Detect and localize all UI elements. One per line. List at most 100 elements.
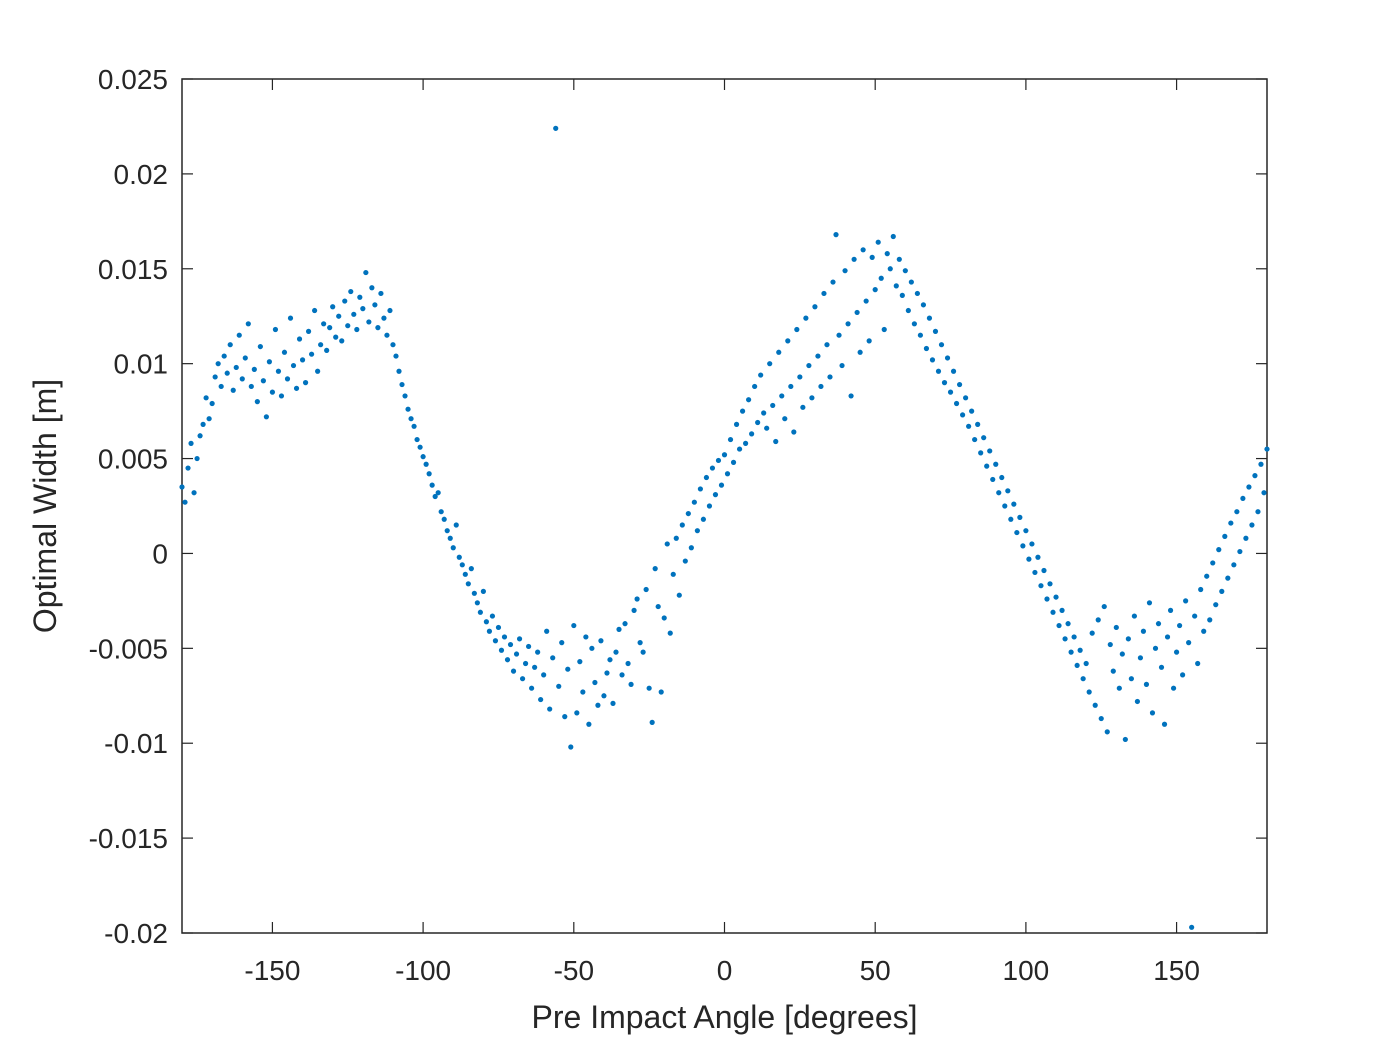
data-point: [794, 326, 800, 333]
data-point: [342, 298, 348, 304]
data-point: [622, 621, 628, 627]
data-point: [1207, 617, 1213, 623]
data-point: [836, 332, 842, 338]
data-point: [718, 482, 725, 488]
data-point: [1122, 736, 1128, 743]
data-point: [1134, 698, 1140, 705]
data-point: [830, 279, 836, 285]
data-point: [450, 545, 456, 551]
data-point: [815, 353, 821, 359]
data-point: [200, 421, 206, 427]
data-point: [1198, 586, 1204, 593]
y-tick-label: 0.025: [98, 64, 168, 95]
data-point: [920, 302, 927, 308]
data-point: [339, 338, 345, 344]
data-point: [477, 609, 483, 615]
data-point: [860, 247, 866, 253]
data-point: [378, 290, 384, 297]
data-point: [1002, 503, 1008, 509]
data-point: [444, 528, 450, 534]
data-point: [390, 342, 396, 348]
y-tick-label: -0.005: [89, 633, 168, 664]
data-point: [972, 436, 978, 443]
data-point: [709, 465, 716, 471]
data-point: [661, 615, 667, 621]
data-point: [1177, 622, 1183, 629]
x-axis-label: Pre Impact Angle [degrees]: [532, 999, 918, 1035]
data-point: [761, 410, 767, 416]
data-point: [206, 416, 212, 422]
data-point: [827, 374, 833, 380]
y-tick-label: 0.015: [98, 254, 168, 285]
data-point: [733, 421, 740, 427]
data-point: [486, 628, 493, 634]
data-point: [691, 499, 697, 505]
data-point: [330, 304, 336, 310]
data-point: [598, 638, 604, 644]
data-point: [878, 275, 884, 281]
data-point: [1131, 613, 1137, 619]
data-point: [568, 744, 574, 750]
data-point: [1186, 640, 1192, 646]
data-point: [275, 368, 282, 374]
data-point: [336, 313, 342, 319]
data-point: [393, 353, 399, 359]
data-point: [1183, 598, 1189, 604]
data-point: [432, 493, 438, 500]
data-point: [1264, 446, 1270, 452]
data-point: [1059, 607, 1065, 613]
data-point: [938, 342, 945, 348]
data-point: [1044, 596, 1050, 602]
data-point: [767, 361, 773, 367]
data-point: [685, 510, 691, 517]
data-point: [875, 239, 881, 245]
data-point: [538, 696, 544, 703]
data-point: [785, 338, 791, 344]
data-point: [712, 492, 719, 498]
data-point: [730, 459, 737, 465]
data-point: [824, 342, 830, 348]
data-point: [191, 490, 197, 496]
data-point: [966, 423, 972, 429]
data-point: [489, 613, 496, 619]
data-point: [1053, 594, 1059, 600]
data-point: [926, 315, 933, 321]
data-point: [706, 503, 713, 509]
data-point: [574, 710, 580, 716]
data-point: [773, 438, 779, 445]
data-point: [884, 251, 890, 257]
data-point: [411, 423, 417, 429]
data-point: [327, 325, 333, 331]
data-point: [529, 685, 535, 691]
data-point: [758, 372, 764, 378]
data-point: [1192, 613, 1198, 619]
data-point: [302, 380, 309, 386]
data-point: [649, 719, 655, 725]
data-point: [643, 586, 649, 593]
data-point: [266, 359, 272, 365]
data-point: [236, 332, 242, 338]
data-point: [908, 279, 914, 285]
data-point: [1189, 924, 1195, 930]
data-point: [318, 342, 324, 348]
data-point: [673, 535, 679, 541]
data-point: [218, 383, 224, 390]
data-point: [990, 476, 996, 483]
data-point: [483, 619, 489, 625]
data-point: [372, 302, 378, 308]
data-point: [935, 368, 942, 374]
data-point: [984, 463, 990, 469]
data-point: [1026, 556, 1032, 562]
data-point: [1201, 628, 1207, 634]
data-point: [923, 345, 930, 352]
data-point: [1204, 573, 1210, 579]
data-point: [565, 666, 571, 672]
data-point: [580, 689, 586, 695]
x-tick-label: -100: [395, 955, 451, 986]
y-tick-label: 0.02: [114, 159, 169, 190]
data-point: [224, 370, 230, 376]
data-point: [893, 283, 899, 289]
y-tick-label: 0: [152, 538, 168, 569]
data-point: [474, 600, 480, 606]
data-point: [1116, 685, 1122, 691]
